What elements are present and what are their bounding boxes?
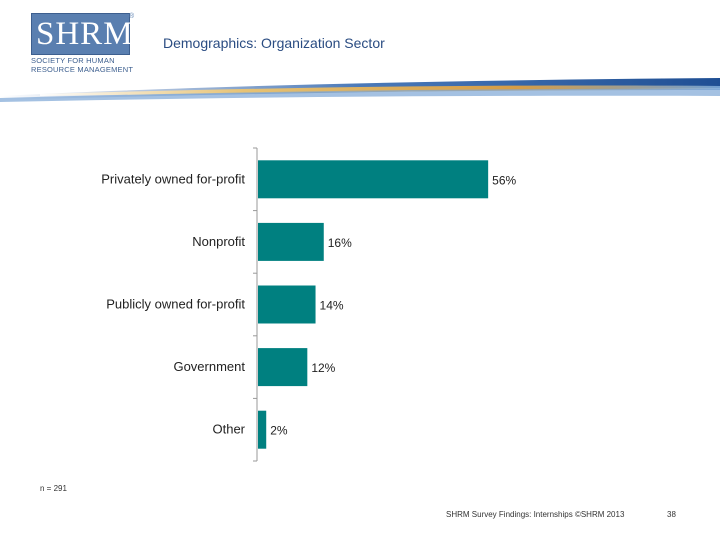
value-label: 56% (492, 173, 516, 187)
bar (258, 160, 489, 199)
sample-size-note: n = 291 (40, 484, 67, 493)
category-label: Other (212, 422, 245, 437)
value-label: 2% (270, 424, 288, 438)
value-label: 14% (320, 299, 344, 313)
category-label: Nonprofit (192, 234, 245, 249)
page-number: 38 (667, 510, 676, 519)
category-label: Publicly owned for-profit (106, 297, 245, 312)
bar (258, 285, 316, 324)
page-title: Demographics: Organization Sector (163, 35, 385, 51)
bar-chart: Privately owned for-profit 56% Nonprofit 16… (101, 147, 517, 462)
category-label: Privately owned for-profit (101, 171, 245, 186)
header-swoosh-banner (0, 78, 720, 102)
logo-box: SHRM (31, 13, 133, 55)
logo-registered-mark: ® (129, 13, 135, 20)
bar (258, 410, 267, 449)
value-label: 16% (328, 236, 352, 250)
logo-wordmark: SHRM (36, 16, 134, 52)
footer-source: SHRM Survey Findings: Internships ©SHRM … (446, 510, 625, 519)
bar (258, 222, 324, 261)
logo-subtitle: SOCIETY FOR HUMAN RESOURCE MANAGEMENT (31, 56, 134, 74)
shrm-logo: SHRM ® SOCIETY FOR HUMAN RESOURCE MANAGE… (31, 13, 135, 77)
value-label: 12% (311, 361, 335, 375)
bar (258, 348, 308, 387)
category-label: Government (173, 359, 245, 374)
